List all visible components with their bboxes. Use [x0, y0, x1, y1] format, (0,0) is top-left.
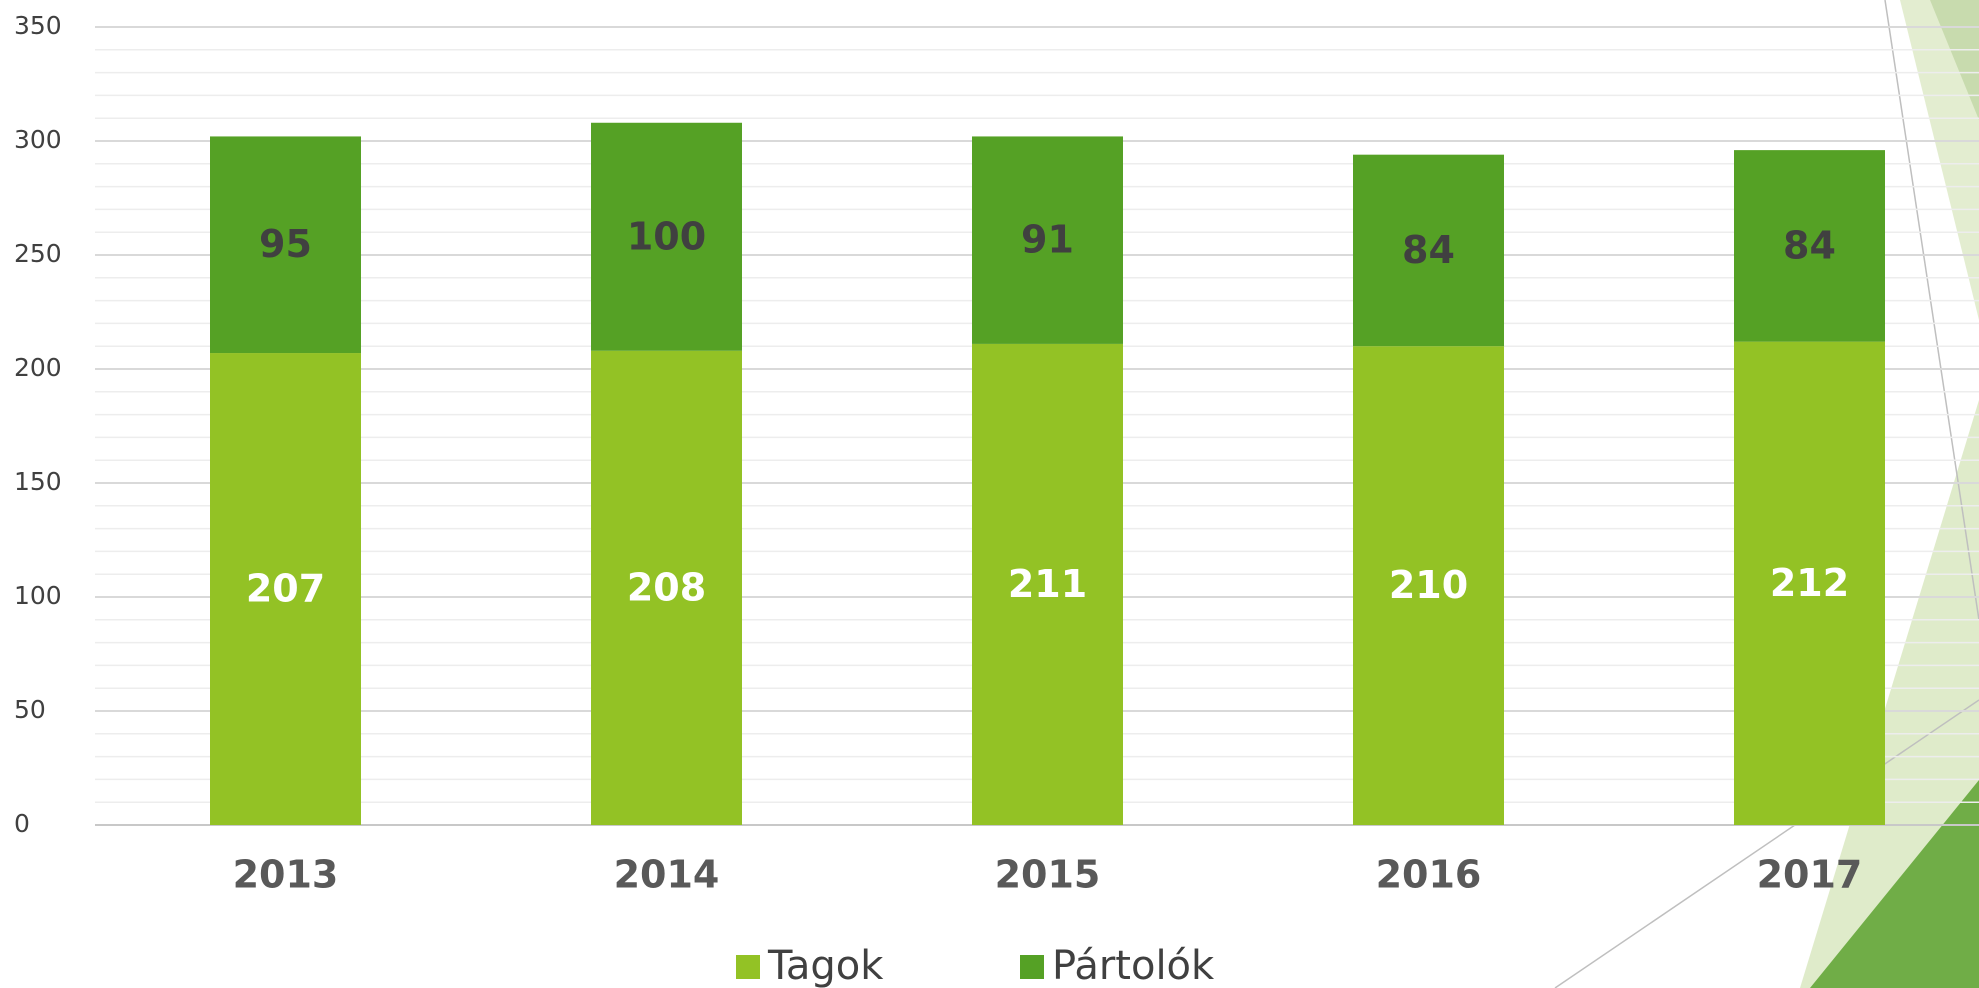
- legend-swatch: [1020, 955, 1044, 979]
- data-label: 207: [246, 567, 325, 611]
- x-tick-label: 2017: [1757, 853, 1863, 897]
- y-tick-label: 350: [14, 11, 62, 40]
- data-label: 100: [627, 214, 706, 258]
- data-label: 84: [1783, 223, 1836, 267]
- data-label: 84: [1402, 228, 1455, 272]
- data-label: 211: [1008, 562, 1087, 606]
- data-label: 91: [1021, 218, 1074, 262]
- legend-label: Tagok: [767, 943, 884, 988]
- y-tick-label: 50: [14, 695, 46, 724]
- x-tick-label: 2014: [614, 853, 720, 897]
- y-tick-label: 200: [14, 353, 62, 382]
- x-tick-label: 2016: [1376, 853, 1482, 897]
- y-tick-label: 250: [14, 239, 62, 268]
- x-tick-label: 2015: [995, 853, 1101, 897]
- legend-label: Pártolók: [1052, 943, 1215, 988]
- data-label: 208: [627, 565, 706, 609]
- y-tick-label: 100: [14, 581, 62, 610]
- chart: 0 50 100 150 200 250 300 350 2013 207 95 2014 208 10…: [0, 0, 1979, 988]
- x-tick-label: 2013: [233, 853, 339, 897]
- legend-swatch: [736, 955, 760, 979]
- y-tick-label: 150: [14, 467, 62, 496]
- data-label: 210: [1389, 563, 1468, 607]
- data-label: 212: [1770, 561, 1849, 605]
- y-tick-label: 0: [14, 809, 30, 838]
- y-tick-label: 300: [14, 125, 62, 154]
- data-label: 95: [259, 222, 312, 266]
